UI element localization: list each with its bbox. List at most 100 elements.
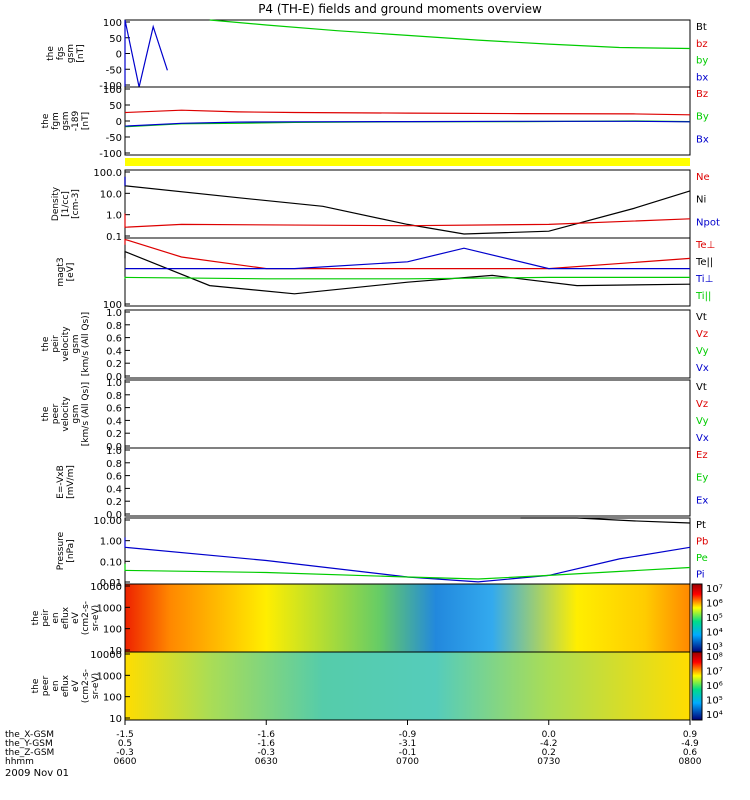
y-tick-label: -50 xyxy=(106,133,122,144)
x-axis-tick-label: -1.6 xyxy=(257,739,275,749)
y-axis-label-line: eV xyxy=(71,679,81,692)
colorbar-tick-label: 10⁷ xyxy=(706,667,723,678)
y-tick-label: 10000 xyxy=(90,582,122,593)
colorbar-tick-label: 10⁴ xyxy=(706,710,723,721)
y-tick-label: 1.00 xyxy=(100,537,122,548)
y-axis-label-line: [eV] xyxy=(66,263,76,282)
y-tick-label: -100 xyxy=(99,81,122,92)
y-tick-label: 0.8 xyxy=(106,321,122,332)
y-axis-label-line: the xyxy=(41,113,51,128)
y-axis-label-line: [km/s (All Qs)] xyxy=(81,382,91,446)
series-line-Pi xyxy=(124,537,691,583)
panel-frame xyxy=(124,379,691,449)
y-axis-label-line: the xyxy=(46,46,56,61)
x-axis-tick-label: 0.5 xyxy=(118,739,132,749)
panel-frame xyxy=(124,237,691,307)
y-axis-label-line: Density xyxy=(51,186,61,221)
legend-entry: Vt xyxy=(696,312,707,323)
legend-entry: By xyxy=(696,112,709,123)
colorbar-tick-label: 10⁷ xyxy=(706,584,723,595)
series-line-Ti|| xyxy=(124,276,690,280)
panel-e_vxb: 1.0 0.8 0.60.4 0.2 0.0 E=-VxB [mV/m] Ez Ey Ex xyxy=(56,446,708,521)
y-tick-label: 0.6 xyxy=(106,334,122,345)
y-tick-label: 0.4 xyxy=(106,416,122,427)
y-axis-label-line: [mV/m] xyxy=(66,465,76,499)
colorbar-tick-label: 10⁵ xyxy=(706,613,723,624)
legend-entry: Ex xyxy=(696,495,708,506)
y-tick-label: 1000 xyxy=(97,603,122,614)
legend-entry: Bz xyxy=(696,89,708,100)
y-axis-label: the peir en eflux eV (cm2-s-sr-eV) xyxy=(31,601,101,635)
panel-frame xyxy=(124,309,691,379)
y-tick-label: 100 xyxy=(103,300,122,311)
legend-entry: Pb xyxy=(696,537,708,548)
panel-frame xyxy=(124,447,691,517)
panel-fgs: 100 50 0 -50 -100 the fgs gsm [nT] Bt bz by bx xyxy=(46,18,708,92)
x-axis-row-label: the_Y-GSM xyxy=(5,739,53,749)
y-axis-label-line: -189 xyxy=(71,111,81,132)
y-axis-label-line: velocity xyxy=(61,326,71,362)
series-line-Ni xyxy=(124,176,691,235)
y-axis-label-line: Pressure xyxy=(56,531,66,570)
colorbar-tick-label: 10⁶ xyxy=(706,599,723,610)
y-axis-label-line: fgs xyxy=(56,46,66,60)
colorbar-tick-label: 10⁸ xyxy=(706,652,723,663)
y-axis-label-line: (cm2-s- xyxy=(81,669,91,703)
panel-pressure: 10.00 1.00 0.10 0.01 Pressure [nPa] Pt Pb Pe Pi xyxy=(56,516,708,589)
y-tick-label: 10.0 xyxy=(100,189,122,200)
heatmap-fill xyxy=(125,652,690,720)
y-tick-label: 1.0 xyxy=(106,308,122,319)
colorbar xyxy=(691,583,703,653)
y-axis-label-line: peer xyxy=(51,403,61,424)
colorbar xyxy=(691,651,703,721)
legend-entry: Vt xyxy=(696,382,707,393)
x-axis-tick-label: -0.3 xyxy=(116,748,134,758)
series-line-bx xyxy=(124,19,168,88)
y-tick-label: -100 xyxy=(99,149,122,160)
y-tick-label: 1.0 xyxy=(106,211,122,222)
x-axis-row-label: hhmm xyxy=(5,757,34,767)
legend-entry: bz xyxy=(696,39,708,50)
series-line-Bx xyxy=(124,120,691,127)
x-axis-tick-label: -3.1 xyxy=(399,739,417,749)
y-tick-label: 100 xyxy=(103,85,122,96)
heatmap-fill xyxy=(125,584,690,652)
legend-entry: Ez xyxy=(696,450,708,461)
y-axis-label-line: E=-VxB xyxy=(56,465,66,499)
y-axis-label-line: (cm2-s- xyxy=(81,601,91,635)
series-line-Te|| xyxy=(124,250,691,295)
y-axis-label-line: gsm xyxy=(71,404,81,423)
y-tick-label: 0.8 xyxy=(106,391,122,402)
y-tick-label: 1.0 xyxy=(106,446,122,457)
panel-peir_velocity: 1.0 0.8 0.60.4 0.2 0.0 the peir velocity gsm [km/… xyxy=(41,308,709,383)
x-axis-tick-label: 0730 xyxy=(537,757,560,767)
legend-entry: Pi xyxy=(696,570,705,581)
y-axis-label-line: gsm xyxy=(66,44,76,63)
y-tick-label: 0.2 xyxy=(106,429,122,440)
y-axis-label-line: peer xyxy=(41,675,51,696)
y-tick-label: 0.4 xyxy=(106,346,122,357)
y-axis-label-line: eflux xyxy=(61,606,71,629)
panel-frame xyxy=(124,169,691,239)
y-tick-label: 0.4 xyxy=(106,484,122,495)
x-axis-tick-label: -1.6 xyxy=(257,730,275,740)
y-axis-label: the peir velocity gsm [km/s (All Qs)] xyxy=(41,312,91,376)
y-axis-label-line: sr-eV) xyxy=(91,673,101,699)
y-axis-label: the fgs gsm [nT] xyxy=(46,44,86,63)
y-axis-label-line: peir xyxy=(41,609,51,627)
legend-entry: Ti⊥ xyxy=(695,274,713,285)
y-axis-label-line: fgm xyxy=(51,112,61,130)
y-axis-label: the peer velocity gsm [km/s (All Qs)] xyxy=(41,382,91,446)
y-axis-label: magt3 [eV] xyxy=(56,257,76,286)
legend-entry: Ne xyxy=(696,172,710,183)
y-axis-label-line: [nT] xyxy=(81,112,91,130)
x-axis-tick-label: 0700 xyxy=(396,757,419,767)
y-tick-label: 0.8 xyxy=(106,459,122,470)
y-tick-label: 100 xyxy=(103,693,122,704)
series-line-Ti⊥ xyxy=(125,247,690,270)
legend-entry: Pe xyxy=(696,553,708,564)
series-line-Te⊥ xyxy=(124,238,691,270)
y-tick-label: 0.01 xyxy=(100,578,122,589)
y-axis-label-line: sr-eV) xyxy=(91,605,101,631)
y-tick-label: 100 xyxy=(103,18,122,29)
